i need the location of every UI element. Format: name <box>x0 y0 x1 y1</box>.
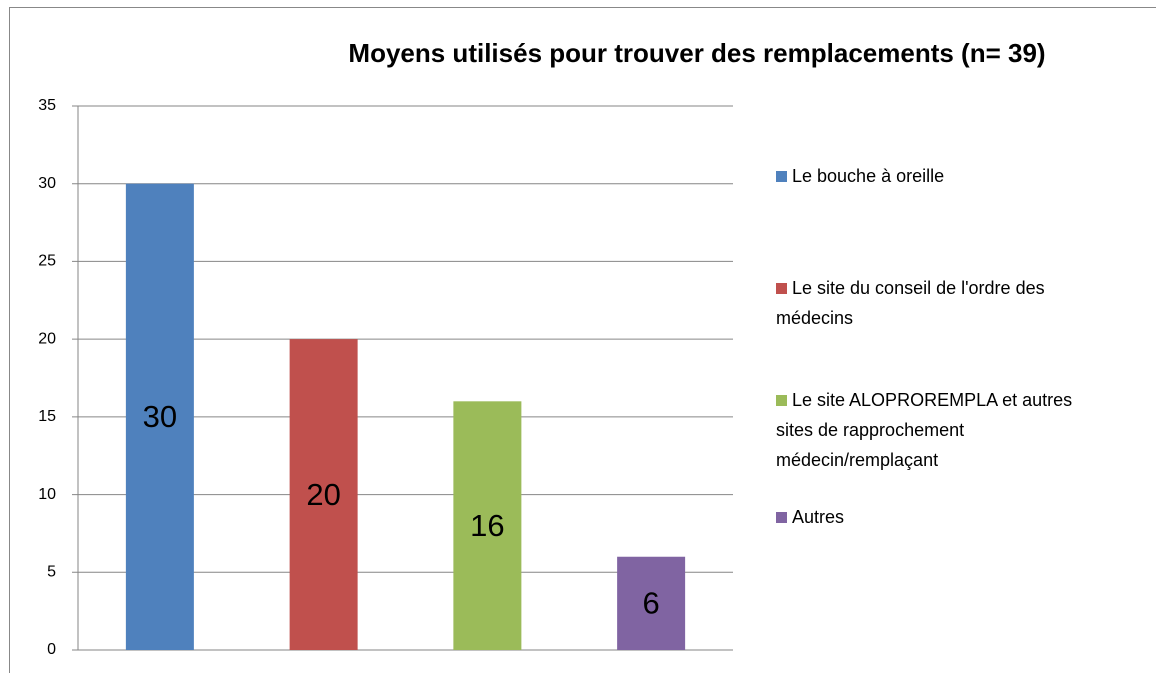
data-label: 30 <box>143 399 177 434</box>
legend-item: Le site du conseil de l'ordre des médeci… <box>776 273 1096 333</box>
y-tick-label: 15 <box>38 408 56 425</box>
data-label: 20 <box>306 477 340 512</box>
chart-title: Moyens utilisés pour trouver des remplac… <box>348 38 1045 68</box>
legend-swatch <box>776 171 787 182</box>
bar <box>453 401 522 650</box>
y-tick-label: 0 <box>47 641 56 658</box>
y-tick-label: 20 <box>38 330 56 347</box>
legend-swatch <box>776 395 787 406</box>
legend-item: Le site ALOPROREMPLA et autres sites de … <box>776 385 1086 475</box>
y-tick-label: 10 <box>38 486 56 503</box>
legend-item: Le bouche à oreille <box>776 161 1146 191</box>
legend-swatch <box>776 283 787 294</box>
legend-label: Autres <box>792 507 845 527</box>
data-label: 16 <box>470 508 504 543</box>
bar <box>125 183 194 650</box>
legend-label: Le site du conseil de l'ordre des médeci… <box>776 278 1045 328</box>
y-tick-label: 5 <box>47 564 56 581</box>
y-tick-label: 25 <box>38 253 56 270</box>
bar <box>617 556 686 650</box>
y-tick-label: 35 <box>38 97 56 114</box>
chart-frame <box>9 7 1156 673</box>
y-tick-label: 30 <box>38 175 56 192</box>
legend-label: Le site ALOPROREMPLA et autres sites de … <box>776 390 1073 470</box>
legend-swatch <box>776 512 787 523</box>
legend-item: Autres <box>776 502 1146 532</box>
data-label: 6 <box>643 586 660 621</box>
bar <box>289 339 358 650</box>
legend-label: Le bouche à oreille <box>792 166 945 186</box>
